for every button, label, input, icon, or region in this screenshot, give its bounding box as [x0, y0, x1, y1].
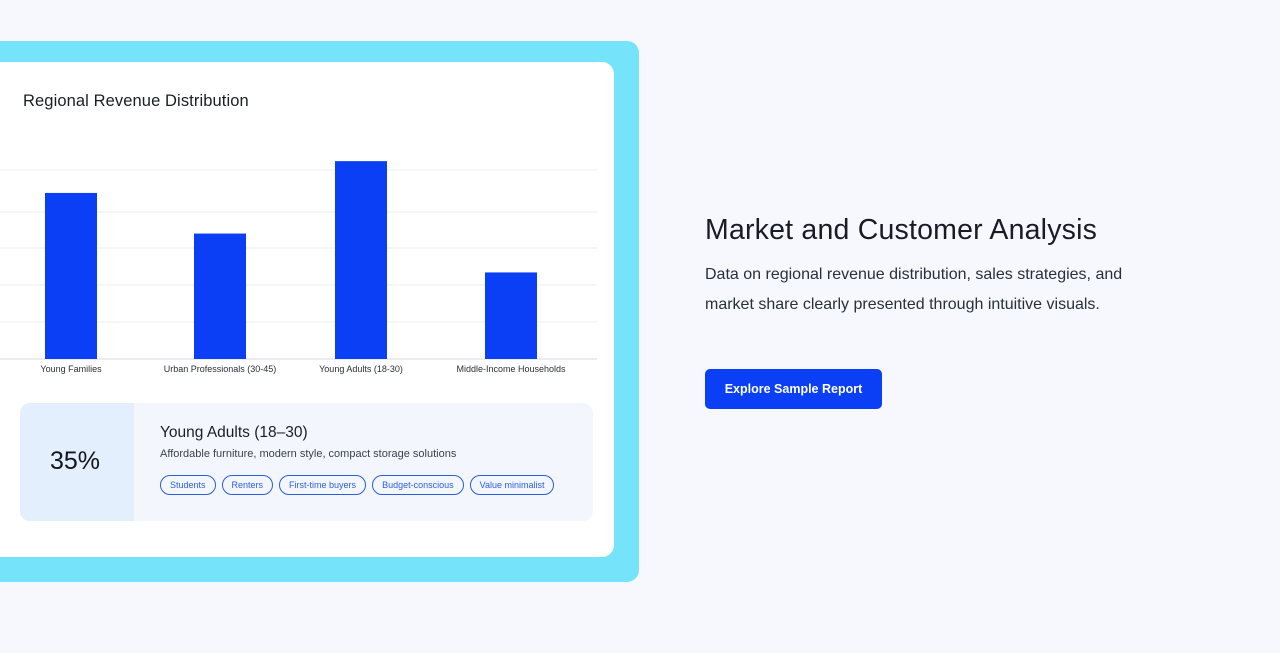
tag-value-minimalist: Value minimalist — [469, 475, 555, 495]
bar-2 — [335, 161, 387, 359]
section-heading: Market and Customer Analysis — [705, 214, 1098, 246]
explore-sample-report-button[interactable]: Explore Sample Report — [705, 369, 882, 409]
tag-first-time-buyers: First-time buyers — [279, 475, 367, 495]
x-tick-label-2: Young Adults (18-30) — [319, 364, 403, 374]
section-body: Data on regional revenue distribution, s… — [705, 266, 1123, 313]
x-tick-label-1: Urban Professionals (30-45) — [164, 364, 277, 374]
segment-card: 35% Young Adults (18–30) Affordable furn… — [20, 403, 593, 521]
segment-share: 35% — [49, 447, 101, 475]
segment-title: Young Adults (18–30) — [160, 424, 308, 441]
tag-students: Students — [160, 475, 216, 495]
segment-share-box: 35% — [20, 403, 134, 521]
chart-title: Regional Revenue Distribution — [23, 92, 249, 110]
tag-budget-conscious: Budget-conscious — [372, 475, 464, 495]
segment-tags: Students Renters First-time buyers Budge… — [160, 475, 555, 495]
bar-3 — [485, 272, 537, 359]
bar-1 — [194, 233, 246, 359]
tag-renters: Renters — [221, 475, 274, 495]
bar-chart: Young Families Urban Professionals (30-45… — [0, 161, 597, 374]
x-tick-label-0: Young Families — [40, 364, 102, 374]
segment-description: Affordable furniture, modern style, comp… — [160, 448, 457, 460]
x-tick-label-3: Middle-Income Households — [456, 364, 566, 374]
bar-0 — [45, 192, 97, 359]
